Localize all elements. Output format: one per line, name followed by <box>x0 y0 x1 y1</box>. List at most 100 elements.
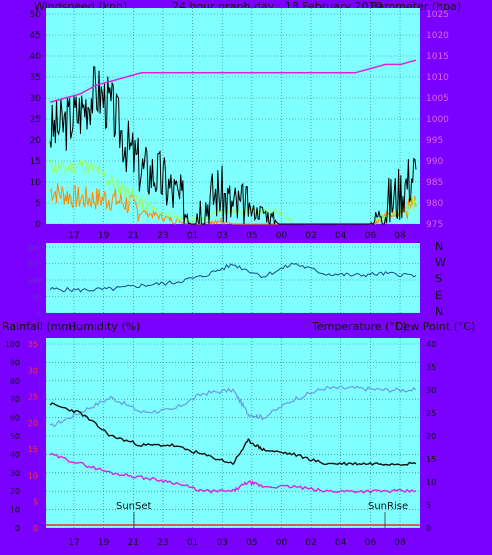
y2-tick-temperature: 35 <box>426 363 436 372</box>
x-tick-wind: 00 <box>276 231 288 241</box>
y-tick-humidity: 10 <box>10 506 20 515</box>
plot-area-temperature <box>46 338 420 528</box>
y-tick-humidity: 100 <box>5 340 20 349</box>
y2-tick-temperature: 10 <box>426 478 436 487</box>
y2-tick-temperature: 30 <box>426 386 436 395</box>
humidity-axis-label: Humidity (%) <box>68 320 141 333</box>
y-tick-humidity: 20 <box>10 487 20 496</box>
y-tick-humidity: 70 <box>10 395 20 404</box>
y-tick-rainfall: 10 <box>28 471 38 480</box>
y-tick-direction: 90 <box>32 294 41 302</box>
x-tick-temperature: 00 <box>276 538 288 548</box>
y-tick-wind: 45 <box>30 31 41 41</box>
x-tick-wind: 23 <box>157 231 168 241</box>
y-tick-rainfall: 30 <box>28 366 38 375</box>
y-tick-wind: 40 <box>30 52 42 62</box>
y2-tick-barometer: 1020 <box>426 31 449 41</box>
y2-tick-barometer: 1005 <box>426 94 449 104</box>
dewpoint-axis-label: Dew Point (°C) <box>395 320 476 333</box>
x-tick-temperature: 17 <box>68 538 79 548</box>
y2-tick-temperature: 20 <box>426 432 436 441</box>
x-tick-temperature: 08 <box>394 538 406 548</box>
y-tick-rainfall: 35 <box>28 340 38 349</box>
series-temperature-line <box>49 402 417 466</box>
y2-tick-temperature: 0 <box>426 524 431 533</box>
x-tick-wind: 01 <box>187 231 198 241</box>
y-tick-direction: 360 <box>28 244 41 252</box>
compass-s: S <box>435 272 442 285</box>
y-tick-humidity: 50 <box>10 432 20 441</box>
y-tick-rainfall: 20 <box>28 419 38 428</box>
series-direction-line <box>49 262 417 293</box>
compass-e: E <box>435 289 442 302</box>
x-tick-wind: 02 <box>305 231 316 241</box>
y-tick-wind: 30 <box>30 94 42 104</box>
y-tick-humidity: 0 <box>15 524 20 533</box>
series-humidity-line <box>49 385 417 428</box>
x-tick-temperature: 01 <box>187 538 198 548</box>
temperature-axis-label: Temperature (°C) <box>312 320 407 333</box>
y-tick-rainfall: 25 <box>28 393 38 402</box>
series-windspeed-line <box>49 66 417 226</box>
series-barometer-line <box>49 59 417 103</box>
y-tick-humidity: 30 <box>10 469 20 478</box>
y2-tick-barometer: 975 <box>426 220 443 230</box>
y-tick-humidity: 80 <box>10 377 20 386</box>
y-tick-wind: 15 <box>30 157 41 167</box>
x-tick-temperature: 04 <box>335 538 347 548</box>
x-tick-wind: 21 <box>128 231 139 241</box>
y-tick-rainfall: 0 <box>33 524 38 533</box>
x-tick-wind: 17 <box>68 231 79 241</box>
y-tick-wind: 25 <box>30 115 41 125</box>
x-tick-wind: 19 <box>98 231 110 241</box>
y2-tick-temperature: 15 <box>426 455 436 464</box>
x-tick-temperature: 23 <box>157 538 168 548</box>
y2-tick-barometer: 1015 <box>426 52 449 62</box>
plot-area-wind <box>46 8 420 224</box>
y2-tick-barometer: 985 <box>426 178 443 188</box>
y-tick-humidity: 90 <box>10 358 20 367</box>
y2-tick-barometer: 1025 <box>426 10 449 20</box>
y-tick-wind: 35 <box>30 73 41 83</box>
plot-area-direction <box>46 243 420 313</box>
x-tick-wind: 05 <box>246 231 257 241</box>
rainfall-axis-label: Rainfall (mm) <box>2 320 77 333</box>
sunset-label: SunSet <box>116 501 152 512</box>
x-tick-temperature: 21 <box>128 538 139 548</box>
y2-tick-temperature: 25 <box>426 409 436 418</box>
y-tick-direction: 0 <box>37 310 41 318</box>
y-tick-wind: 50 <box>30 10 42 20</box>
x-tick-wind: 06 <box>365 231 377 241</box>
x-tick-temperature: 02 <box>305 538 316 548</box>
compass-n-top: N <box>435 240 444 253</box>
x-tick-temperature: 06 <box>365 538 377 548</box>
x-tick-temperature: 03 <box>216 538 227 548</box>
y2-tick-barometer: 995 <box>426 136 443 146</box>
y-tick-humidity: 60 <box>10 414 20 423</box>
x-tick-wind: 04 <box>335 231 347 241</box>
x-tick-temperature: 19 <box>98 538 110 548</box>
y-tick-wind: 5 <box>35 199 41 209</box>
x-tick-wind: 03 <box>216 231 227 241</box>
y-tick-wind: 20 <box>30 136 42 146</box>
y-tick-direction: 270 <box>28 261 41 269</box>
y-tick-wind: 10 <box>30 178 42 188</box>
x-tick-temperature: 05 <box>246 538 257 548</box>
sunrise-label: SunRise <box>368 501 409 512</box>
x-tick-wind: 08 <box>394 231 406 241</box>
y2-tick-temperature: 5 <box>426 501 431 510</box>
y-tick-humidity: 40 <box>10 450 20 459</box>
y2-tick-barometer: 990 <box>426 157 443 167</box>
compass-w: W <box>435 256 446 269</box>
y-tick-wind: 0 <box>35 220 41 230</box>
y2-tick-temperature: 40 <box>426 340 436 349</box>
y2-tick-barometer: 980 <box>426 199 443 209</box>
y-tick-rainfall: 5 <box>33 498 38 507</box>
series-dewpoint-line <box>49 452 417 494</box>
compass-n-bottom: N <box>435 305 444 318</box>
y2-tick-barometer: 1010 <box>426 73 449 83</box>
y2-tick-barometer: 1000 <box>426 115 449 125</box>
y-tick-direction: 180 <box>28 277 41 285</box>
y-tick-rainfall: 15 <box>28 445 38 454</box>
